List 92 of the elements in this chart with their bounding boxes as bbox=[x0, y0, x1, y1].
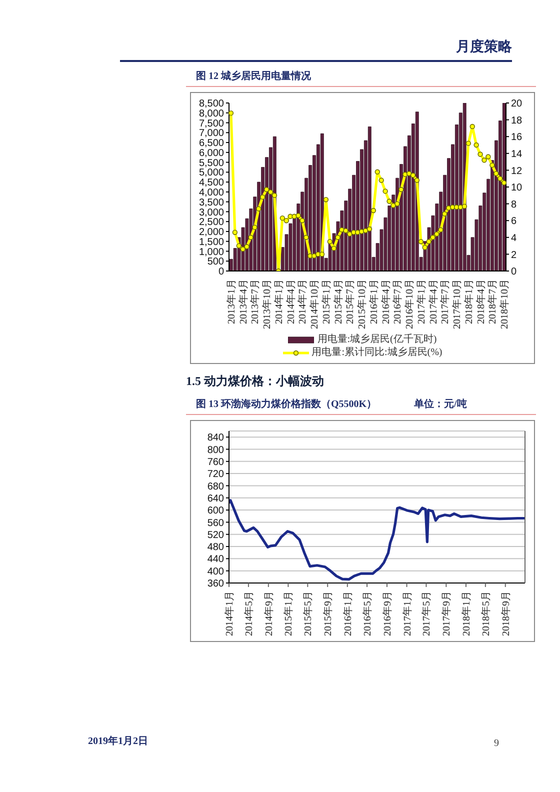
y-tick-label: 4,500 bbox=[198, 178, 224, 189]
y2-tick-label: 4 bbox=[511, 232, 517, 244]
x-tick-label: 2014年1月 bbox=[272, 279, 285, 324]
x-tick-label: 2014年9月 bbox=[262, 591, 275, 636]
x-tick-label: 2018年1月 bbox=[460, 591, 472, 636]
bar bbox=[368, 126, 372, 271]
y-tick-label: 5,000 bbox=[198, 168, 224, 179]
x-tick-label: 2016年7月 bbox=[392, 279, 404, 324]
text: 月度策略 bbox=[455, 40, 512, 57]
x-tick-label: 2018年9月 bbox=[500, 591, 512, 636]
y-tick-label: 760 bbox=[207, 456, 224, 468]
y-tick-label: 440 bbox=[207, 554, 224, 566]
x-tick-label: 2015年1月 bbox=[282, 591, 295, 636]
y-tick-label: 840 bbox=[207, 432, 224, 444]
y-tick-label: 1,000 bbox=[198, 246, 224, 258]
x-tick-label: 2017年10月 bbox=[451, 279, 464, 329]
x-tick-label: 2018年10月 bbox=[498, 279, 511, 329]
y2-tick-label: 16 bbox=[511, 132, 523, 144]
x-tick-label: 2016年5月 bbox=[362, 591, 374, 636]
y-tick-label: 500 bbox=[207, 256, 224, 268]
x-tick-label: 2016年1月 bbox=[342, 591, 354, 636]
x-tick-label: 2014年10月 bbox=[308, 279, 321, 329]
x-tick-label: 2015年9月 bbox=[322, 591, 334, 636]
x-tick-label: 2017年7月 bbox=[439, 279, 452, 324]
y-tick-label: 8,500 bbox=[198, 98, 224, 110]
chart-subtitle: 单位：元/吨 bbox=[414, 398, 467, 411]
y-tick-label: 520 bbox=[207, 530, 224, 541]
x-tick-label: 2013年10月 bbox=[261, 279, 274, 329]
y-tick-label: 5,500 bbox=[198, 158, 224, 169]
x-tick-label: 2017年9月 bbox=[440, 591, 453, 636]
x-tick-label: 2013年7月 bbox=[249, 279, 262, 324]
x-tick-label: 2018年5月 bbox=[480, 591, 492, 636]
y2-tick-label: 10 bbox=[511, 182, 523, 194]
x-tick-label: 2018年7月 bbox=[486, 279, 499, 324]
x-tick-label: 2015年1月 bbox=[320, 279, 332, 324]
x-tick-label: 2015年7月 bbox=[344, 279, 356, 324]
x-tick-label: 2016年1月 bbox=[368, 279, 380, 324]
y-tick-label: 640 bbox=[207, 493, 224, 504]
legend-label: 用电量:累计同比:城乡居民(%) bbox=[312, 346, 442, 359]
x-tick-label: 2014年1月 bbox=[224, 591, 236, 636]
text: 1.5 动力煤价格：小幅波动 bbox=[186, 374, 324, 388]
x-tick-label: 2017年1月 bbox=[415, 279, 428, 324]
y2-tick-label: 6 bbox=[511, 216, 517, 228]
x-tick-label: 2016年10月 bbox=[404, 279, 416, 329]
y-tick-label: 680 bbox=[207, 481, 224, 492]
y2-tick-label: 0 bbox=[511, 266, 517, 278]
y-tick-label: 3,500 bbox=[198, 197, 224, 208]
x-tick-label: 2017年5月 bbox=[420, 591, 433, 636]
legend-label: 用电量:城乡居民(亿千瓦时) bbox=[317, 333, 437, 346]
x-tick-label: 2018年1月 bbox=[462, 279, 475, 324]
x-tick-label: 2015年10月 bbox=[356, 279, 368, 329]
text: 2019年1月2日 bbox=[88, 736, 148, 748]
y2-tick-label: 12 bbox=[511, 166, 523, 177]
y-tick-label: 7,500 bbox=[198, 118, 224, 130]
x-tick-label: 2017年1月 bbox=[401, 591, 414, 636]
y-tick-label: 800 bbox=[207, 444, 224, 456]
x-tick-label: 2018年4月 bbox=[474, 279, 487, 324]
y-tick-label: 4,000 bbox=[198, 187, 224, 198]
x-tick-label: 2016年9月 bbox=[381, 591, 394, 636]
y2-tick-label: 2 bbox=[511, 250, 517, 261]
x-tick-label: 2014年5月 bbox=[242, 591, 255, 636]
x-tick-label: 2014年7月 bbox=[296, 279, 309, 324]
text: 9 bbox=[494, 738, 499, 750]
y-tick-label: 2,500 bbox=[198, 217, 224, 228]
y-tick-label: 6,000 bbox=[198, 148, 224, 159]
line-series bbox=[229, 499, 525, 581]
x-tick-label: 2013年1月 bbox=[225, 279, 238, 324]
y2-tick-label: 14 bbox=[511, 148, 523, 160]
y-tick-label: 3,000 bbox=[198, 207, 224, 218]
y-tick-label: 480 bbox=[207, 542, 224, 554]
y-tick-label: 720 bbox=[207, 469, 224, 480]
chart-title: 图 13 环渤海动力煤价格指数（Q5500K） bbox=[196, 398, 377, 411]
y-tick-label: 1,500 bbox=[198, 236, 224, 248]
y2-tick-label: 18 bbox=[511, 115, 523, 126]
y-tick-label: 400 bbox=[207, 566, 224, 578]
y-tick-label: 560 bbox=[207, 518, 224, 529]
x-tick-label: 2017年4月 bbox=[427, 279, 440, 324]
x-tick-label: 2013年4月 bbox=[237, 279, 250, 324]
y2-tick-label: 20 bbox=[511, 98, 523, 110]
x-tick-label: 2014年4月 bbox=[284, 279, 297, 324]
chart-title: 图 12 城乡居民用电量情况 bbox=[196, 70, 311, 83]
y2-tick-label: 8 bbox=[511, 199, 517, 210]
y-tick-label: 6,500 bbox=[198, 138, 224, 150]
y-tick-label: 360 bbox=[207, 578, 224, 590]
y-tick-label: 600 bbox=[207, 506, 224, 517]
y-tick-label: 2,000 bbox=[198, 227, 224, 238]
y-tick-label: 7,000 bbox=[198, 128, 224, 140]
x-tick-label: 2015年4月 bbox=[332, 279, 344, 324]
x-tick-label: 2015年5月 bbox=[302, 591, 314, 636]
x-tick-label: 2016年4月 bbox=[380, 279, 392, 324]
y-tick-label: 0 bbox=[218, 266, 224, 278]
y-tick-label: 8,000 bbox=[198, 108, 224, 120]
